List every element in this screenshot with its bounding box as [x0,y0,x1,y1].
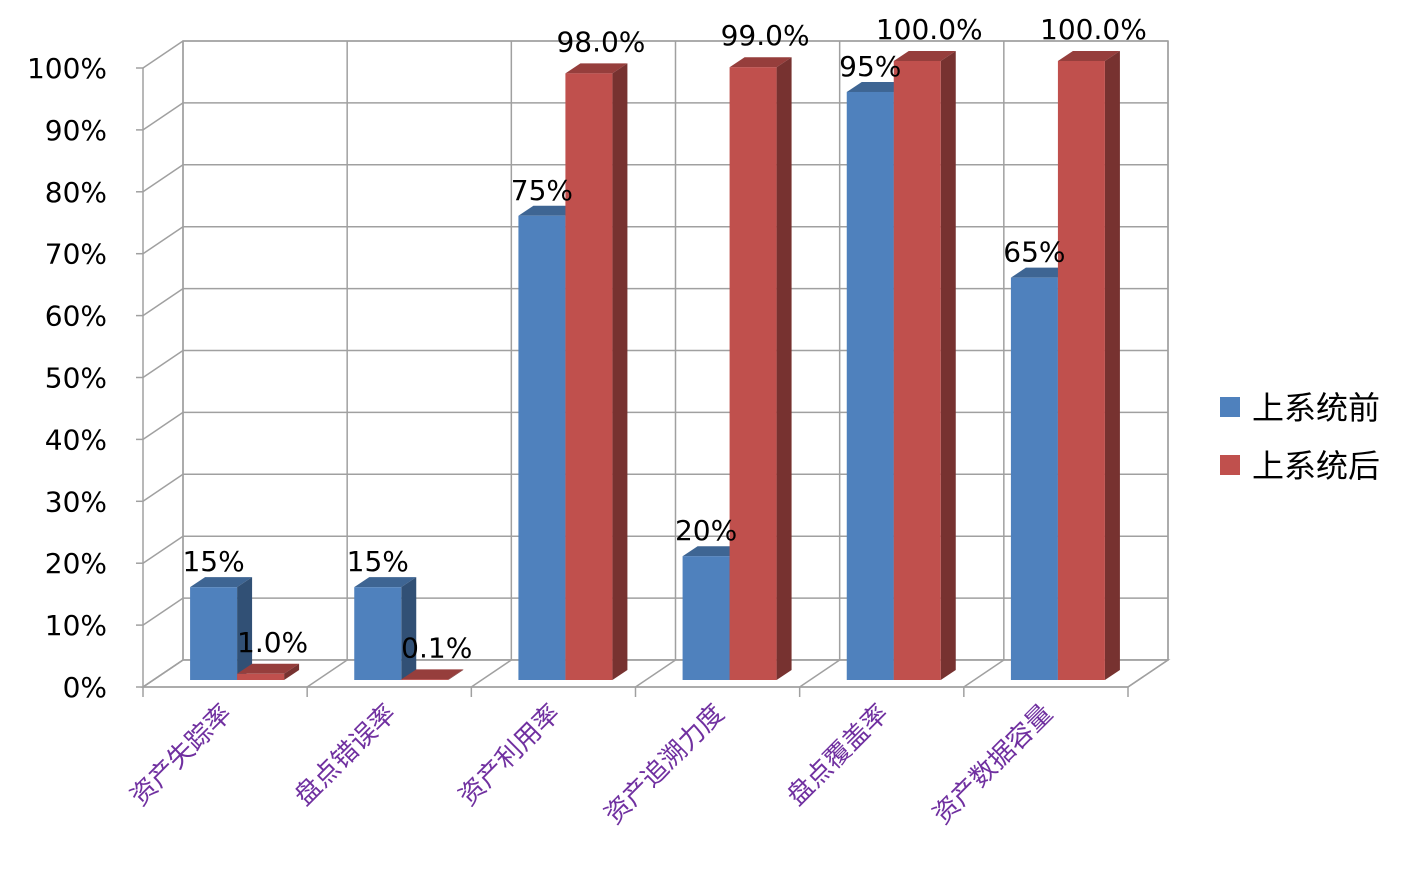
gridline-diagonal [142,597,184,626]
bar-side [612,63,628,680]
bar-top [846,81,909,92]
bar-side [1104,51,1120,680]
gridline-diagonal [142,226,184,255]
data-label: 100.0% [876,13,983,46]
category-label: 盘点覆盖率 [782,699,895,812]
y-axis-ticks: 0% 10% 20% 30% 40% 50% 60% 70% 80% 90% 100% [27,52,107,704]
data-label: 75% [511,174,573,207]
data-label: 99.0% [721,19,810,52]
y-tick-label: 30% [45,485,107,518]
floor-line [963,659,1005,688]
gridline-diagonal [142,411,184,441]
bar-top [401,669,464,680]
bar-front [682,556,730,680]
bar-front [565,73,613,680]
x-axis-categories: 资产失踪率 盘点错误率 资产利用率 资产追溯力度 盘点覆盖率 资产数据容量 [125,699,1059,831]
y-tick-label: 50% [45,362,107,395]
legend-label: 上系统后 [1252,447,1380,485]
bar-after-3 [729,57,792,680]
bar-side [448,669,464,680]
gridline-diagonal [142,40,184,69]
bar-series [190,51,1120,680]
bar-top [565,63,628,74]
bar-front [729,67,777,680]
data-label: 15% [182,545,244,578]
bar-top [354,577,417,588]
data-label: 98.0% [556,25,645,58]
bar-after-0 [237,663,300,680]
data-label: 0.1% [401,631,472,664]
category-label: 盘点错误率 [289,699,402,812]
chart-gridlines [136,40,1169,697]
bar-top [893,51,956,61]
y-tick-label: 70% [45,238,107,271]
floor-line [306,659,348,688]
y-tick-label: 20% [45,547,107,580]
bar-top [682,546,745,557]
bar-front [237,673,285,680]
category-label: 资产失踪率 [125,699,238,812]
y-tick-label: 10% [45,609,107,642]
category-label: 资产追溯力度 [599,699,731,831]
y-tick-label: 40% [45,423,107,456]
bar-side [776,57,792,680]
bar-front [1057,61,1105,680]
gridline-diagonal [142,473,184,502]
bar-side [940,51,956,680]
bar-top [1010,267,1073,278]
bar-side [401,577,417,680]
bar-after-5 [1057,51,1120,680]
bar-front [401,679,449,680]
bar-after-2 [565,63,628,680]
legend-swatch [1220,397,1240,417]
data-label: 95% [839,50,901,83]
floor-line [1127,659,1169,688]
bar-front [1010,277,1058,680]
bar-front [893,61,941,680]
y-tick-label: 100% [27,52,107,85]
legend-label: 上系统前 [1252,389,1380,427]
gridline-diagonal [142,535,184,564]
bar-after-1 [401,669,464,680]
gridline-diagonal [142,287,184,317]
gridline-diagonal [142,164,184,193]
gridline-diagonal [142,102,184,131]
bar-top [1057,51,1120,61]
bar-front [518,215,566,680]
data-label: 65% [1003,236,1065,269]
bar-top [190,577,253,588]
bar-front [354,587,402,680]
data-label: 15% [347,545,409,578]
data-label: 1.0% [237,626,308,659]
bar-top [729,57,792,68]
bar-side [284,663,300,680]
bar-front [190,587,238,680]
bar-top [518,205,581,216]
bar-after-4 [893,51,956,680]
category-label: 资产利用率 [453,699,566,812]
y-tick-label: 80% [45,176,107,209]
data-labels: 15% 1.0% 15% 0.1% 75% 98.0% 20% 99.0% 95% 100.0% 6… [182,13,1146,664]
bar-front [846,91,894,680]
gridline-diagonal [142,349,184,379]
category-label: 资产数据容量 [927,699,1059,831]
bar-before-1 [354,577,417,680]
data-label: 100.0% [1040,13,1147,46]
y-tick-label: 60% [45,300,107,333]
y-tick-label: 0% [63,671,107,704]
legend-swatch [1220,455,1240,475]
data-label: 20% [675,514,737,547]
bar-before-0 [190,577,253,680]
bar-side [237,577,253,680]
bar-top [237,663,300,674]
floor-line [799,659,841,688]
floor-line [635,659,676,688]
y-tick-label: 90% [45,114,107,147]
floor-line [142,659,184,688]
floor-line [470,659,512,688]
